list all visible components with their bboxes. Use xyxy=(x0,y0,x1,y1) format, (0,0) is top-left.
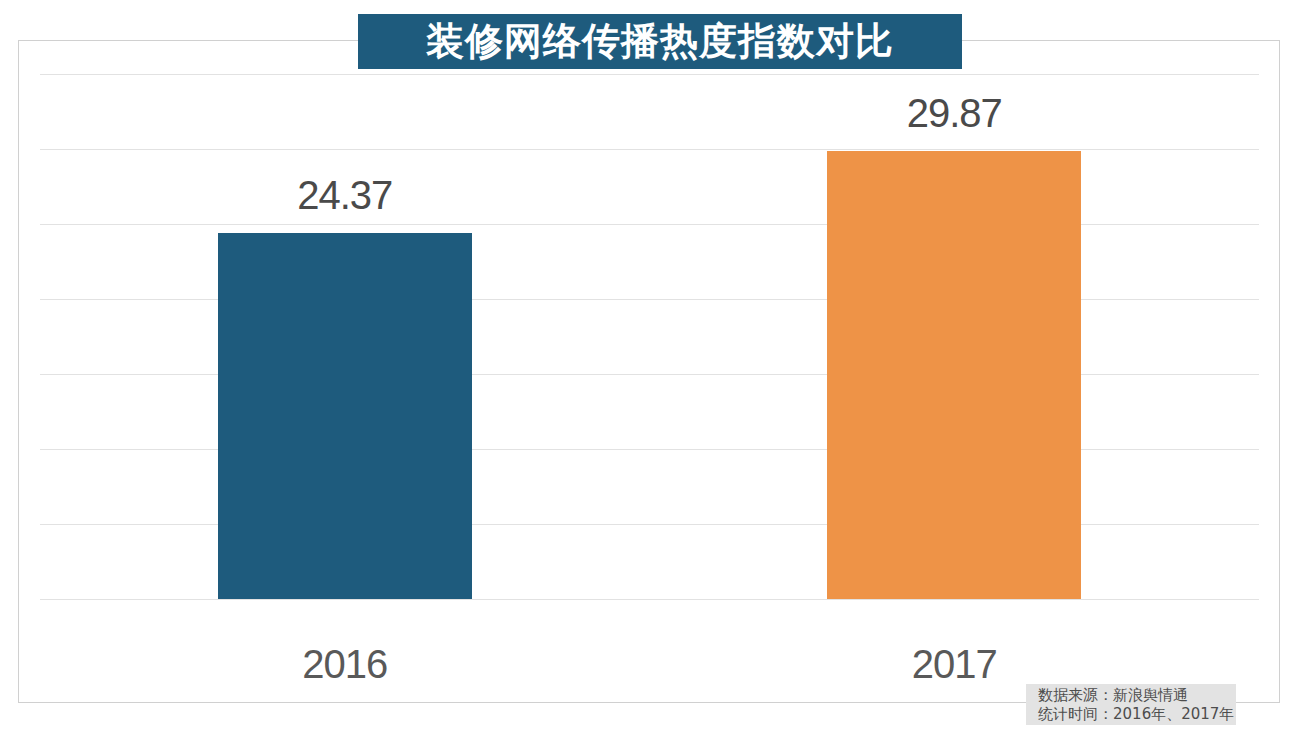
x-axis-label-2016: 2016 xyxy=(40,641,650,687)
source-note-box: 数据来源：新浪舆情通 统计时间：2016年、2017年 xyxy=(1026,684,1236,725)
gridline xyxy=(40,599,1259,600)
source-note-line1: 数据来源：新浪舆情通 xyxy=(1038,686,1236,705)
value-label-2016: 24.37 xyxy=(297,172,392,218)
plot-frame: 24.37 2016 29.87 2017 xyxy=(18,40,1280,703)
bar-column-2016: 24.37 xyxy=(40,172,650,599)
chart-page: 24.37 2016 29.87 2017 装修网络传播热度指数对比 数据来源：新浪舆… xyxy=(0,0,1296,741)
x-axis-label-2017: 2017 xyxy=(650,641,1260,687)
bar-2017 xyxy=(827,151,1081,599)
bar-2016 xyxy=(218,233,472,599)
source-note-line2: 统计时间：2016年、2017年 xyxy=(1038,705,1236,724)
chart-title: 装修网络传播热度指数对比 xyxy=(426,16,894,67)
gridline xyxy=(40,74,1259,75)
chart-title-box: 装修网络传播热度指数对比 xyxy=(358,14,962,69)
bar-column-2017: 29.87 xyxy=(650,90,1260,599)
value-label-2017: 29.87 xyxy=(907,90,1002,136)
